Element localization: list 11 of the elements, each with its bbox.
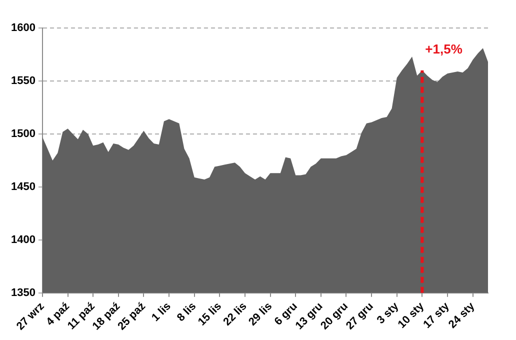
x-tick-label: 29 lis (246, 300, 275, 328)
y-tick-label: 1350 (10, 286, 36, 299)
y-tick-label: 1550 (10, 75, 36, 88)
x-tick-label: 1 lis (150, 300, 174, 324)
x-tick-label: 22 lis (221, 300, 250, 328)
y-tick-label: 1500 (10, 128, 36, 140)
x-tick-label: 27 wrz (14, 300, 48, 333)
y-tick-label: 1600 (10, 22, 36, 34)
y-tick-label: 1400 (10, 234, 36, 246)
y-tick-label: 1450 (10, 180, 36, 193)
annotation: +1,5% (425, 41, 463, 56)
